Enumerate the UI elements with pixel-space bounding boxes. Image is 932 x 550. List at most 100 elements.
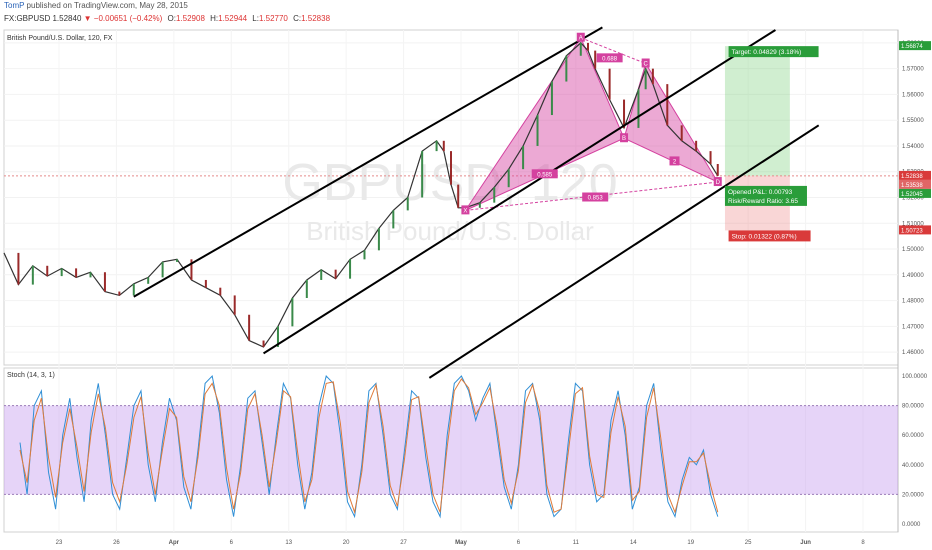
candle-body <box>320 269 323 280</box>
time-tick-label: 14 <box>630 540 637 546</box>
low-label: L: <box>252 14 259 23</box>
candle-body <box>623 99 626 128</box>
candle-body <box>305 279 308 298</box>
candle-body <box>651 68 654 85</box>
candle-body <box>644 68 647 90</box>
candle-body <box>377 228 380 251</box>
candle-body <box>89 272 92 278</box>
stoch-tick-label: 80.0000 <box>902 404 924 410</box>
price-tick-label: 1.49000 <box>902 273 924 279</box>
pattern-point-label: D <box>716 180 721 186</box>
time-tick-label: Apr <box>169 540 180 546</box>
candle-body <box>522 145 525 170</box>
candle-body <box>565 55 568 82</box>
target-price-tag <box>899 41 931 51</box>
candle-body <box>666 84 669 126</box>
candle-body <box>709 151 712 164</box>
pattern-point-badge <box>641 58 650 68</box>
time-tick-label: 11 <box>573 540 580 546</box>
candle-body <box>579 42 582 56</box>
stoch-tick-label: 40.0000 <box>902 463 924 469</box>
time-tick-label: Jun <box>800 540 811 546</box>
low-value: 1.52770 <box>258 14 288 23</box>
pattern-ratio-label: 0.853 <box>588 196 604 202</box>
stoch-tick-label: 100.0000 <box>902 374 928 380</box>
candle-body <box>550 81 553 116</box>
channel-line <box>133 26 603 298</box>
pattern-point-badge <box>620 133 629 143</box>
candle-body <box>276 326 279 347</box>
entry-price-tag-text: 1.52045 <box>901 192 923 198</box>
last-price-tag <box>899 170 931 180</box>
close-value: 1.52838 <box>301 14 331 23</box>
time-tick-label: 23 <box>56 540 63 546</box>
time-tick-label: 6 <box>517 540 521 546</box>
candle-body <box>406 197 409 211</box>
candle-body <box>204 279 207 288</box>
candle-body <box>190 259 193 280</box>
symbol-label[interactable]: FX:GBPUSD <box>4 14 51 23</box>
candle-body <box>507 169 510 188</box>
stoch-tick-label: 0.0000 <box>902 522 921 528</box>
opened-pnl-label: Opened P&L: 0.00793 <box>728 189 793 196</box>
candle-body <box>695 140 698 152</box>
time-tick-label: 26 <box>113 540 120 546</box>
candle-body <box>75 268 78 278</box>
candle-body <box>262 340 265 347</box>
stoch-tick-label: 20.0000 <box>902 492 924 498</box>
candle-body <box>31 265 34 285</box>
watermark-name: British Pound/U.S. Dollar <box>306 216 594 246</box>
price-tick-label: 1.50000 <box>902 247 924 253</box>
open-value: 1.52908 <box>175 14 205 23</box>
stoch-title: Stoch (14, 3, 1) <box>7 372 55 379</box>
mid-price-tag <box>899 179 931 189</box>
pattern-point-label: X <box>463 208 467 214</box>
candle-body <box>60 268 63 277</box>
price-tick-label: 1.47000 <box>902 324 924 330</box>
open-label: O: <box>167 14 176 23</box>
candle-body <box>248 314 251 341</box>
stoch-line-1 <box>19 378 719 515</box>
mid-price-tag-text: 1.53538 <box>901 183 923 189</box>
candle-body <box>103 272 106 292</box>
price-tick-label: 1.52000 <box>902 196 924 202</box>
candle-body <box>46 265 49 277</box>
candle-body <box>219 287 222 296</box>
candle-body <box>161 261 164 278</box>
high-label: H: <box>210 14 219 23</box>
stop-price-tag <box>899 225 931 235</box>
candle-body <box>435 140 438 152</box>
time-tick-label: May <box>455 540 467 546</box>
price-tick-label: 1.56000 <box>902 92 924 98</box>
candle-body <box>392 210 395 229</box>
entry-price-tag <box>899 188 931 198</box>
pattern-point-badge <box>713 177 722 187</box>
candle-body <box>637 89 640 128</box>
price-tick-label: 1.51000 <box>902 221 924 227</box>
channel-line <box>428 124 820 379</box>
time-tick-label: 8 <box>861 540 865 546</box>
pattern-point-badge <box>461 205 470 215</box>
price-tick-label: 1.48000 <box>902 299 924 305</box>
time-tick-label: 19 <box>687 540 694 546</box>
author-link[interactable]: TomP <box>4 1 25 10</box>
candle-body <box>586 42 589 51</box>
pattern-ac-line <box>580 37 646 64</box>
candle-body <box>457 184 460 208</box>
pattern-point-label: B <box>622 136 626 142</box>
down-arrow-icon: ▼ <box>83 14 92 23</box>
price-tick-label: 1.55000 <box>902 118 924 124</box>
pattern-ratio-label: 0.585 <box>537 172 553 178</box>
pattern-point-badge <box>576 32 585 42</box>
target-zone <box>724 46 790 176</box>
publish-note: published on TradingView.com, May 28, 20… <box>26 1 188 10</box>
risk-reward-label: Risk/Reward Ratio: 3.65 <box>728 198 798 205</box>
time-tick-label: 25 <box>745 540 752 546</box>
target-box <box>728 46 819 58</box>
candle-body <box>594 50 597 69</box>
candle-body <box>716 164 719 176</box>
candle-body <box>132 283 135 296</box>
high-value: 1.52944 <box>218 14 248 23</box>
candle-body <box>233 295 236 315</box>
